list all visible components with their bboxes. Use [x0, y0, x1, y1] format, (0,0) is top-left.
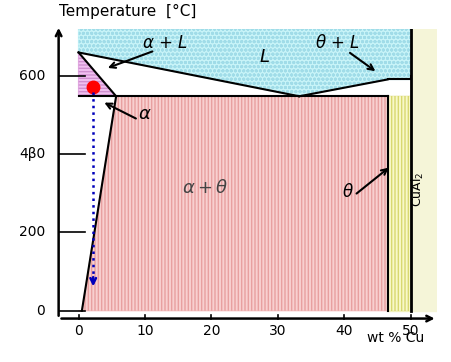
Polygon shape: [411, 29, 437, 311]
Text: 0: 0: [37, 304, 46, 318]
Text: 4β0: 4β0: [19, 147, 46, 161]
Text: Temperature  [°C]: Temperature [°C]: [59, 4, 196, 19]
Text: 40: 40: [336, 324, 353, 338]
Polygon shape: [78, 96, 387, 311]
Text: wt % Cu: wt % Cu: [367, 331, 424, 345]
Text: 600: 600: [19, 69, 46, 83]
Text: 50: 50: [402, 324, 419, 338]
Polygon shape: [78, 29, 411, 96]
Text: $\theta$ + L: $\theta$ + L: [315, 34, 360, 52]
Text: $\alpha + \theta$: $\alpha + \theta$: [182, 179, 228, 197]
Polygon shape: [78, 52, 299, 96]
Text: 200: 200: [19, 226, 46, 239]
Text: L: L: [260, 48, 270, 66]
Polygon shape: [387, 96, 411, 311]
Text: 20: 20: [203, 324, 220, 338]
Text: CuAl$_2$: CuAl$_2$: [410, 172, 426, 207]
Text: 30: 30: [269, 324, 287, 338]
Text: $\theta$: $\theta$: [342, 183, 354, 201]
Text: $\alpha$: $\alpha$: [138, 105, 152, 123]
Text: 0: 0: [74, 324, 83, 338]
Text: $\alpha$ + L: $\alpha$ + L: [142, 34, 188, 52]
Text: 10: 10: [136, 324, 154, 338]
